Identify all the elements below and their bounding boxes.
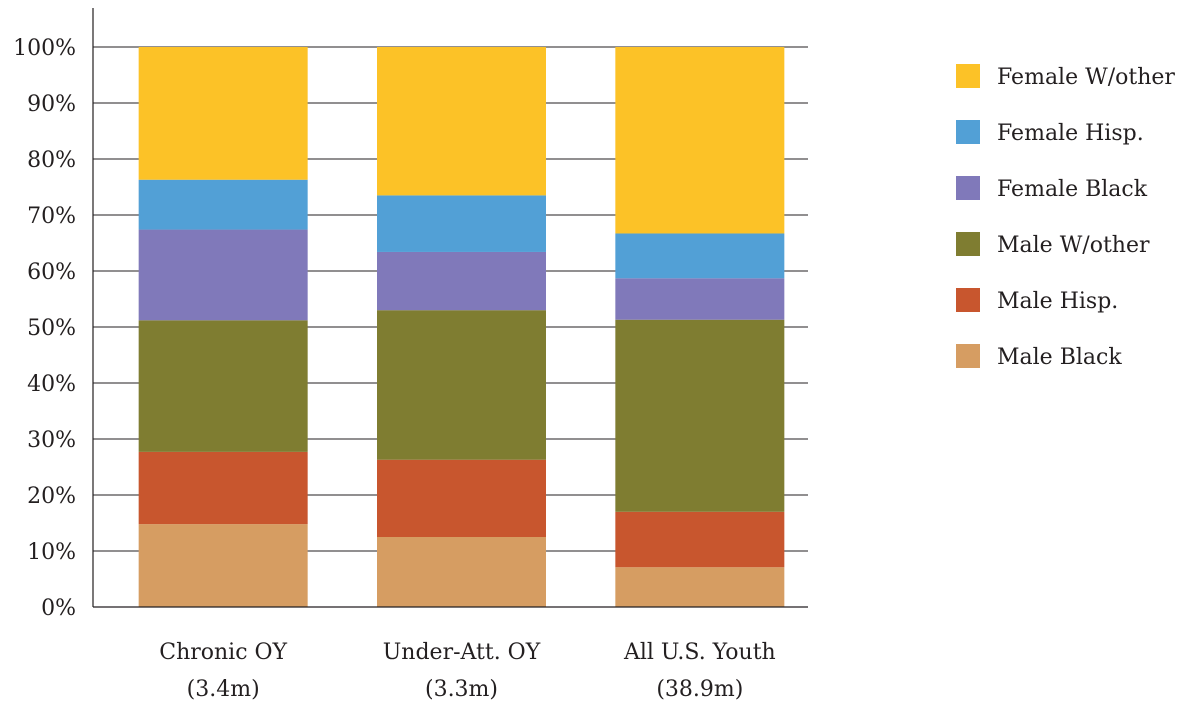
bar-segment [377,251,546,311]
x-category-label: All U.S. Youth [623,640,776,665]
legend-swatch [956,120,980,144]
legend-swatch [956,64,980,88]
bar-segment [615,233,785,279]
x-category-label: (38.9m) [656,677,743,702]
bar-segment [615,47,785,234]
bar-segment [377,537,546,607]
legend: Female W/other Female Hisp. Female Black Ma… [956,64,1175,370]
bar-segment [377,195,546,252]
y-tick-label: 0% [41,596,76,621]
legend-swatch [956,344,980,368]
bar-segment [138,524,308,607]
legend-label: Female W/other [997,65,1175,90]
bar-segment [138,320,308,452]
bar-segment [138,451,308,525]
legend-label: Female Hisp. [997,121,1144,146]
bar-segment [615,567,785,607]
y-axis-tick-labels: 0% 10% 20% 30% 40% 50% 60% 70% 80% 90% 100% [13,36,76,621]
legend-label: Male W/other [997,233,1150,258]
y-tick-label: 30% [27,428,76,453]
x-category-label: (3.4m) [187,677,260,702]
bars [138,47,785,607]
x-category-label: (3.3m) [425,677,498,702]
bar-segment [615,278,785,320]
y-tick-label: 50% [27,316,76,341]
legend-swatch [956,232,980,256]
x-category-label: Under-Att. OY [383,640,541,665]
legend-swatch [956,176,980,200]
bar-segment [377,310,546,460]
y-tick-label: 100% [13,36,76,61]
legend-label: Male Hisp. [997,289,1118,314]
bar-segment [615,511,785,568]
y-tick-label: 20% [27,484,76,509]
bar-segment [138,179,308,230]
bar-segment [615,319,785,512]
y-tick-label: 40% [27,372,76,397]
y-tick-label: 70% [27,204,76,229]
y-tick-label: 90% [27,92,76,117]
axes [92,8,808,608]
x-category-label: Chronic OY [159,640,287,665]
y-tick-label: 60% [27,260,76,285]
bar-segment [138,229,308,321]
legend-label: Male Black [997,345,1122,370]
bar-segment [377,47,546,196]
y-tick-label: 80% [27,148,76,173]
bar-segment [138,47,308,180]
legend-swatch [956,288,980,312]
y-tick-label: 10% [27,540,76,565]
bar-segment [377,459,546,537]
legend-label: Female Black [997,177,1148,202]
x-axis-category-labels: Chronic OY (3.4m) Under-Att. OY (3.3m) All U… [159,640,775,702]
